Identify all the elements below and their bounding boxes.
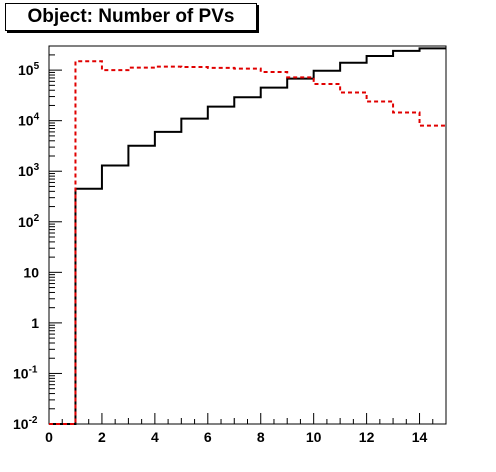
series-solid-black [49, 47, 446, 425]
x-tick-label: 6 [204, 429, 212, 445]
x-tick-label: 0 [45, 429, 53, 445]
series-dashed-red [49, 60, 446, 425]
y-tick-label: 105 [18, 61, 40, 78]
y-tick-label: 102 [18, 213, 40, 230]
y-tick-label: 10 [23, 264, 39, 280]
x-tick-label: 8 [257, 429, 265, 445]
y-tick-label: 103 [18, 162, 40, 179]
y-tick-label: 10-1 [13, 364, 38, 381]
x-tick-label: 2 [98, 429, 106, 445]
chart-title: Object: Number of PVs [5, 3, 257, 31]
y-tick-label: 104 [18, 112, 40, 129]
y-tick-label: 10-2 [13, 415, 38, 432]
x-tick-label: 12 [359, 429, 375, 445]
y-tick-label: 1 [31, 315, 39, 331]
x-tick-label: 4 [151, 429, 159, 445]
x-tick-label: 10 [306, 429, 322, 445]
x-tick-label: 14 [412, 429, 428, 445]
plot-frame [48, 45, 447, 425]
